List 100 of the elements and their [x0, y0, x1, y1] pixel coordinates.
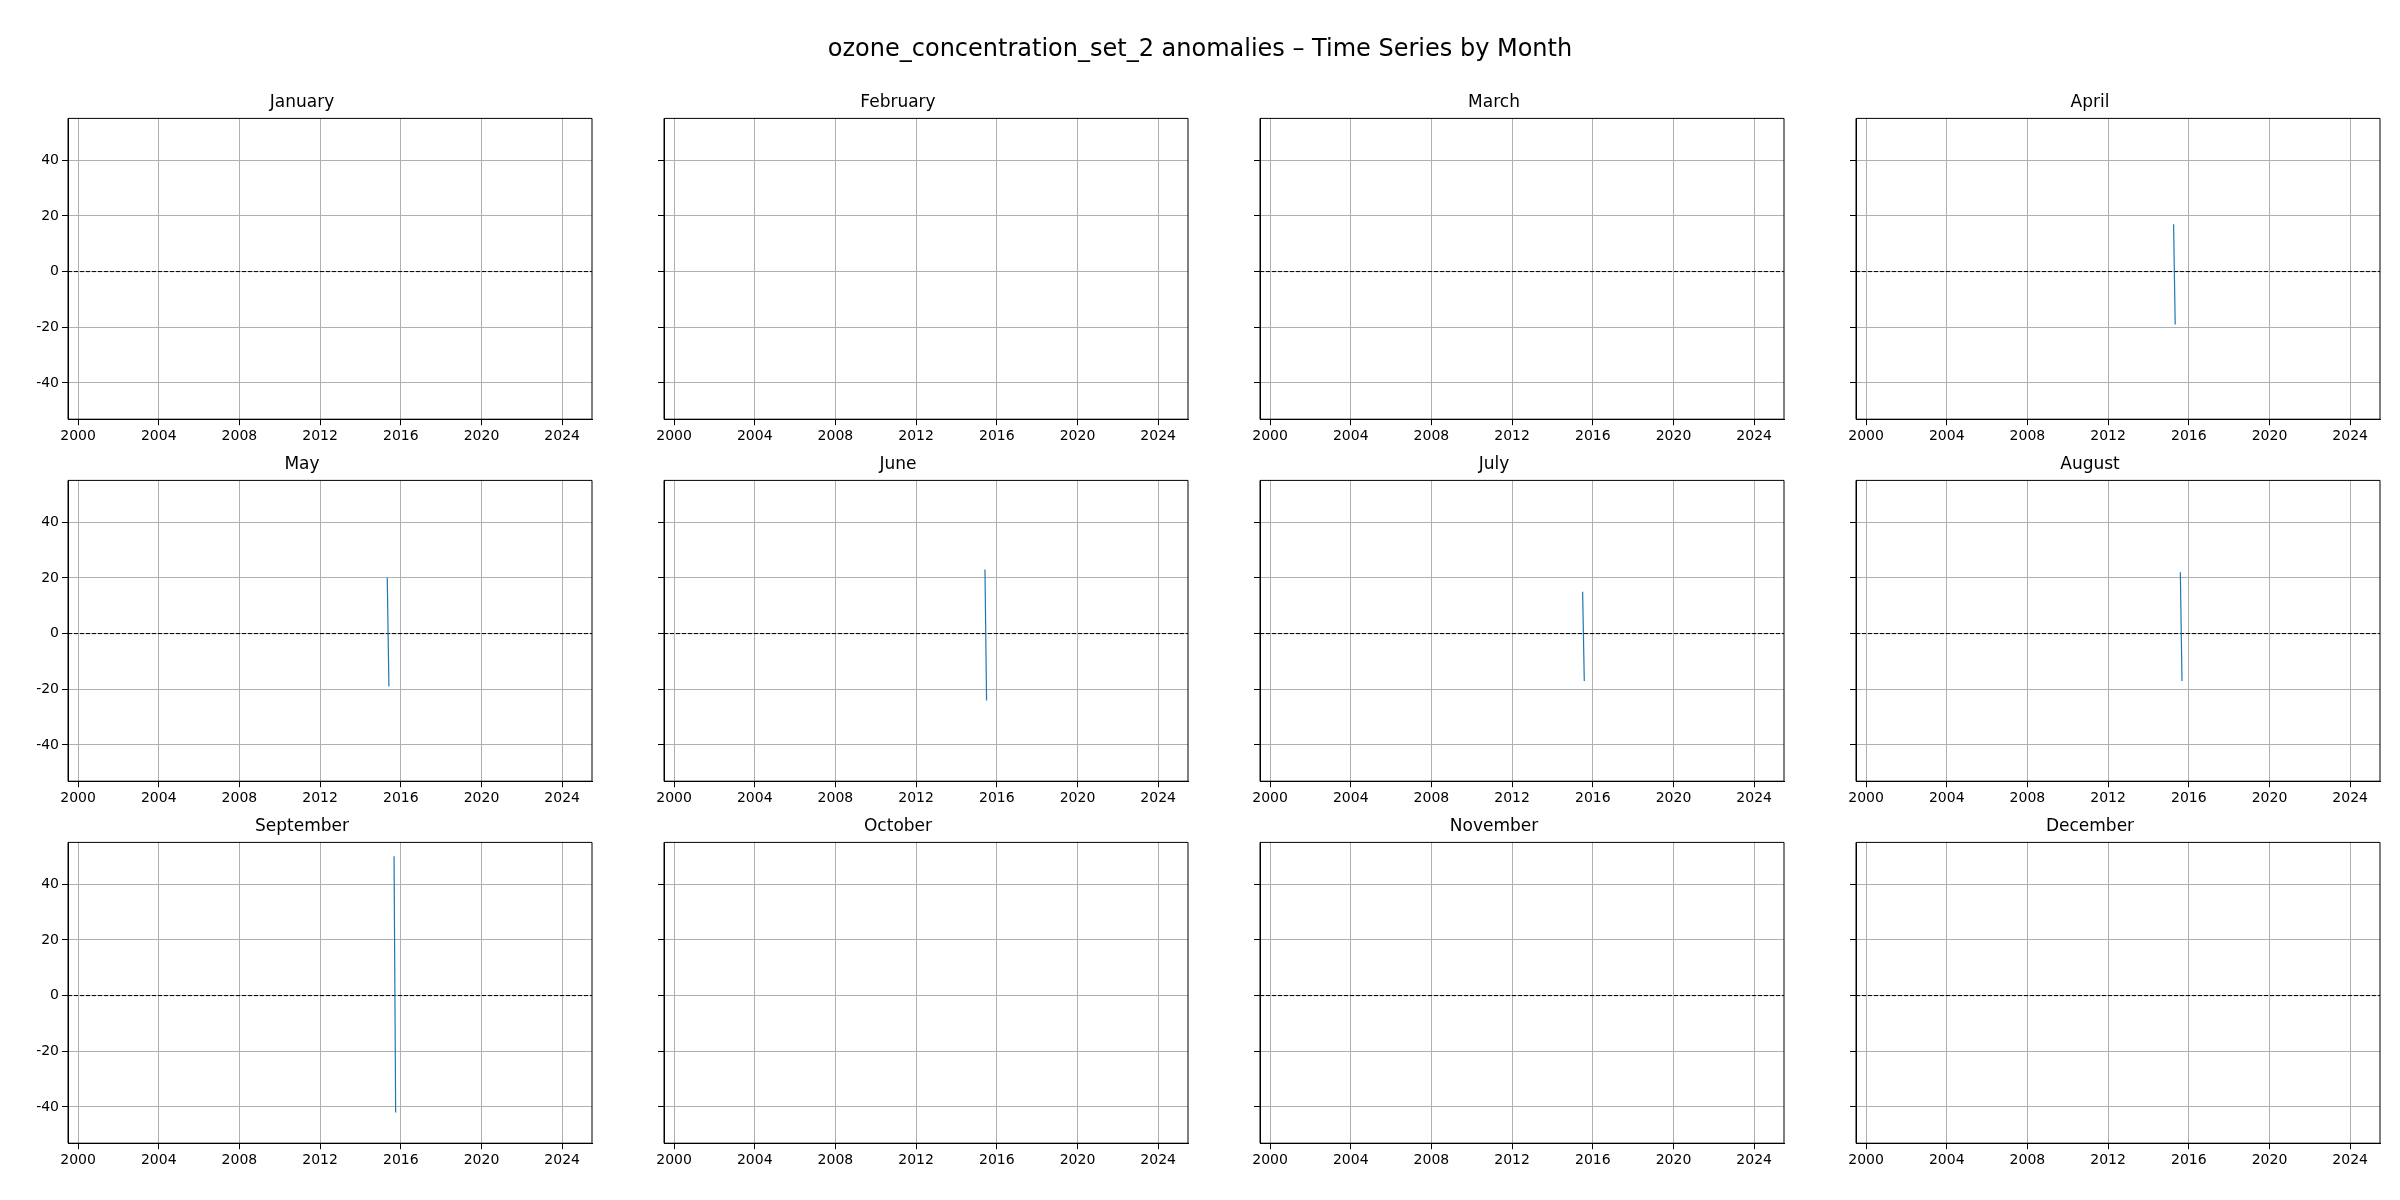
x-tick-label: 2016	[1574, 1151, 1611, 1168]
x-tick-label: 2020	[463, 789, 500, 806]
y-tick-label: 0	[50, 262, 59, 279]
x-tick-label: 2000	[60, 1151, 96, 1168]
chart-title: December	[2045, 814, 2135, 835]
y-tick-label: 20	[41, 568, 59, 585]
chart-title: October	[863, 814, 933, 835]
x-tick-label: 2008	[221, 789, 258, 806]
x-tick-label: 2000	[60, 789, 96, 806]
x-tick-label: 2020	[463, 1151, 500, 1168]
y-tick-label: 0	[50, 624, 59, 641]
y-tick-label: -20	[36, 317, 59, 334]
x-tick-label: 2016	[382, 789, 419, 806]
y-tick-label: -40	[36, 1097, 59, 1114]
x-tick-label: 2012	[898, 1151, 934, 1168]
x-tick-label: 2016	[2170, 789, 2207, 806]
x-tick-label: 2020	[2251, 1151, 2288, 1168]
text: ozone_concentration_set_2 anomalies – Time Series by Month	[827, 34, 1573, 62]
x-tick-label: 2008	[221, 427, 258, 444]
x-tick-label: 2004	[140, 427, 177, 444]
x-tick-label: 2000	[656, 789, 692, 806]
x-tick-label: 2016	[978, 789, 1015, 806]
y-tick-label: -20	[36, 1041, 59, 1058]
x-tick-label: 2008	[2009, 1151, 2046, 1168]
x-tick-label: 2004	[736, 789, 773, 806]
x-tick-label: 2020	[2251, 789, 2288, 806]
x-tick-label: 2024	[1736, 1151, 1773, 1168]
x-tick-label: 2004	[1928, 1151, 1965, 1168]
x-tick-label: 2024	[1140, 1151, 1177, 1168]
x-tick-label: 2020	[1655, 427, 1692, 444]
x-tick-label: 2016	[1574, 427, 1611, 444]
x-tick-label: 2016	[382, 1151, 419, 1168]
x-tick-label: 2024	[544, 427, 581, 444]
y-tick-label: -40	[36, 735, 59, 752]
x-tick-label: 2024	[1736, 427, 1773, 444]
x-tick-label: 2004	[736, 1151, 773, 1168]
x-tick-label: 2000	[1848, 789, 1884, 806]
y-tick-label: 40	[41, 874, 59, 891]
x-tick-label: 2008	[2009, 789, 2046, 806]
x-tick-label: 2000	[1848, 1151, 1884, 1168]
x-tick-label: 2004	[1332, 789, 1369, 806]
x-tick-label: 2016	[978, 427, 1015, 444]
x-tick-label: 2008	[817, 427, 854, 444]
x-tick-label: 2020	[463, 427, 500, 444]
x-tick-label: 2008	[221, 1151, 258, 1168]
x-tick-label: 2020	[1059, 1151, 1096, 1168]
x-tick-label: 2024	[2332, 789, 2369, 806]
x-tick-label: 2020	[2251, 427, 2288, 444]
x-tick-label: 2000	[1848, 427, 1884, 444]
x-tick-label: 2024	[2332, 1151, 2369, 1168]
x-tick-label: 2008	[1413, 789, 1450, 806]
x-tick-label: 2020	[1059, 427, 1096, 444]
x-tick-label: 2024	[1140, 427, 1177, 444]
x-tick-label: 2004	[1332, 427, 1369, 444]
x-tick-label: 2012	[302, 789, 338, 806]
x-tick-label: 2000	[656, 427, 692, 444]
chart-title: July	[1477, 452, 1510, 473]
chart-title: February	[860, 90, 936, 111]
x-tick-label: 2008	[817, 1151, 854, 1168]
y-tick-label: 0	[50, 986, 59, 1003]
x-tick-label: 2012	[302, 1151, 338, 1168]
chart-title: March	[1468, 90, 1520, 111]
x-tick-label: 2012	[898, 427, 934, 444]
x-tick-label: 2004	[736, 427, 773, 444]
x-tick-label: 2004	[140, 789, 177, 806]
x-tick-label: 2016	[1574, 789, 1611, 806]
y-tick-label: 40	[41, 512, 59, 529]
x-tick-label: 2004	[1332, 1151, 1369, 1168]
x-tick-label: 2012	[1494, 1151, 1530, 1168]
x-tick-label: 2024	[1736, 789, 1773, 806]
x-tick-label: 2008	[1413, 427, 1450, 444]
x-tick-label: 2024	[1140, 789, 1177, 806]
x-tick-label: 2000	[60, 427, 96, 444]
x-tick-label: 2024	[544, 1151, 581, 1168]
chart-title: April	[2070, 90, 2110, 111]
x-tick-label: 2000	[1252, 789, 1288, 806]
x-tick-label: 2008	[817, 789, 854, 806]
chart-title: September	[255, 814, 349, 835]
x-tick-label: 2012	[2090, 1151, 2126, 1168]
x-tick-label: 2012	[2090, 427, 2126, 444]
x-tick-label: 2016	[382, 427, 419, 444]
x-tick-label: 2024	[2332, 427, 2369, 444]
y-tick-label: -40	[36, 373, 59, 390]
x-tick-label: 2000	[1252, 427, 1288, 444]
x-tick-label: 2012	[1494, 789, 1530, 806]
x-tick-label: 2020	[1059, 789, 1096, 806]
x-tick-label: 2016	[978, 1151, 1015, 1168]
x-tick-label: 2012	[1494, 427, 1530, 444]
x-tick-label: 2012	[2090, 789, 2126, 806]
x-tick-label: 2008	[2009, 427, 2046, 444]
x-tick-label: 2000	[1252, 1151, 1288, 1168]
chart-title: November	[1449, 814, 1539, 835]
x-tick-label: 2000	[656, 1151, 692, 1168]
x-tick-label: 2004	[1928, 789, 1965, 806]
y-tick-label: -20	[36, 679, 59, 696]
x-tick-label: 2012	[302, 427, 338, 444]
chart-title: January	[268, 90, 335, 111]
y-tick-label: 20	[41, 206, 59, 223]
chart-title: June	[878, 452, 917, 473]
x-tick-label: 2004	[1928, 427, 1965, 444]
